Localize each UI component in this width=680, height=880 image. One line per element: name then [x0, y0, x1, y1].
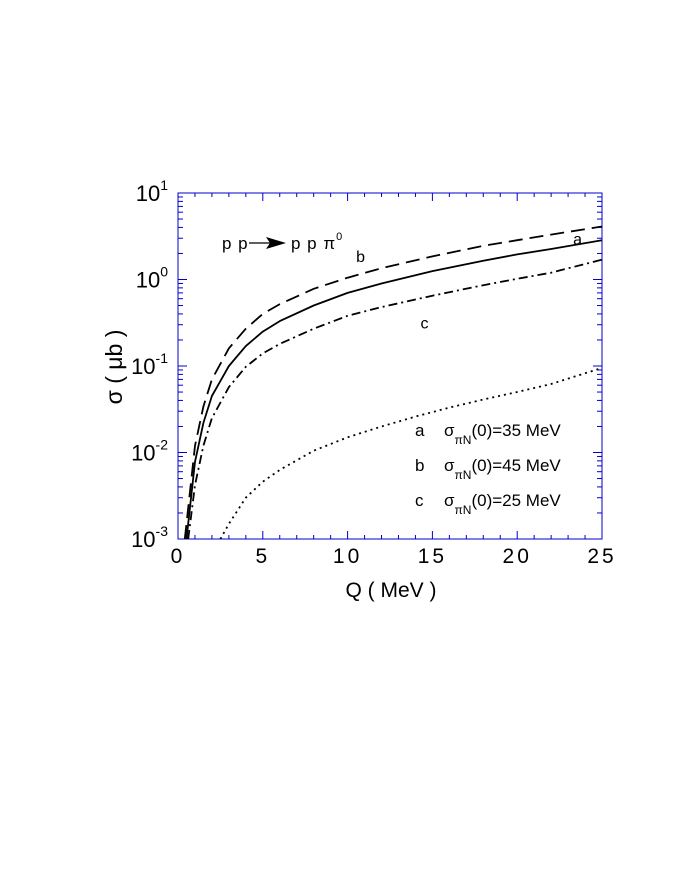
y-tick-label: 100: [136, 264, 168, 293]
x-tick-label: 10: [333, 545, 362, 568]
axis-ticks: 0 5 10 15 20 25 10-3 10-2 10-1 100 101: [131, 177, 616, 568]
curve-b-line: [183, 225, 602, 539]
annotations: b a c p p p p π0 a σπN(0)=35 MeV b σπN(0)=45 MeV…: [222, 231, 582, 517]
x-tick-label: 25: [587, 545, 616, 568]
x-tick-label: 0: [171, 545, 186, 568]
legend-entry-b: b σπN(0)=45 MeV: [415, 456, 561, 482]
reaction-rhs: p p π0: [291, 231, 343, 253]
x-axis-label: Q ( MeV ): [345, 579, 436, 602]
legend-entry-a: a σπN(0)=35 MeV: [415, 421, 561, 447]
reaction-lhs: p p: [222, 234, 249, 253]
curves: [183, 225, 602, 539]
x-tick-label: 15: [418, 545, 447, 568]
curve-label-a: a: [573, 231, 582, 248]
legend-entry-c: c σπN(0)=25 MeV: [415, 491, 561, 517]
y-tick-label: 10-3: [131, 523, 168, 552]
reaction-arrow-icon: [266, 237, 286, 249]
curve-c-line: [187, 258, 602, 539]
y-tick-label: 101: [136, 177, 168, 206]
x-tick-label: 5: [255, 545, 270, 568]
curve-label-c: c: [421, 316, 429, 333]
curve-a-line: [185, 239, 602, 539]
y-tick-label: 10-1: [131, 350, 168, 379]
y-tick-label: 10-2: [131, 437, 168, 466]
curve-label-b: b: [356, 249, 365, 266]
x-tick-label: 20: [503, 545, 532, 568]
curve-dotted-line: [219, 367, 602, 539]
y-axis-label: σ ( μb ): [101, 330, 127, 405]
